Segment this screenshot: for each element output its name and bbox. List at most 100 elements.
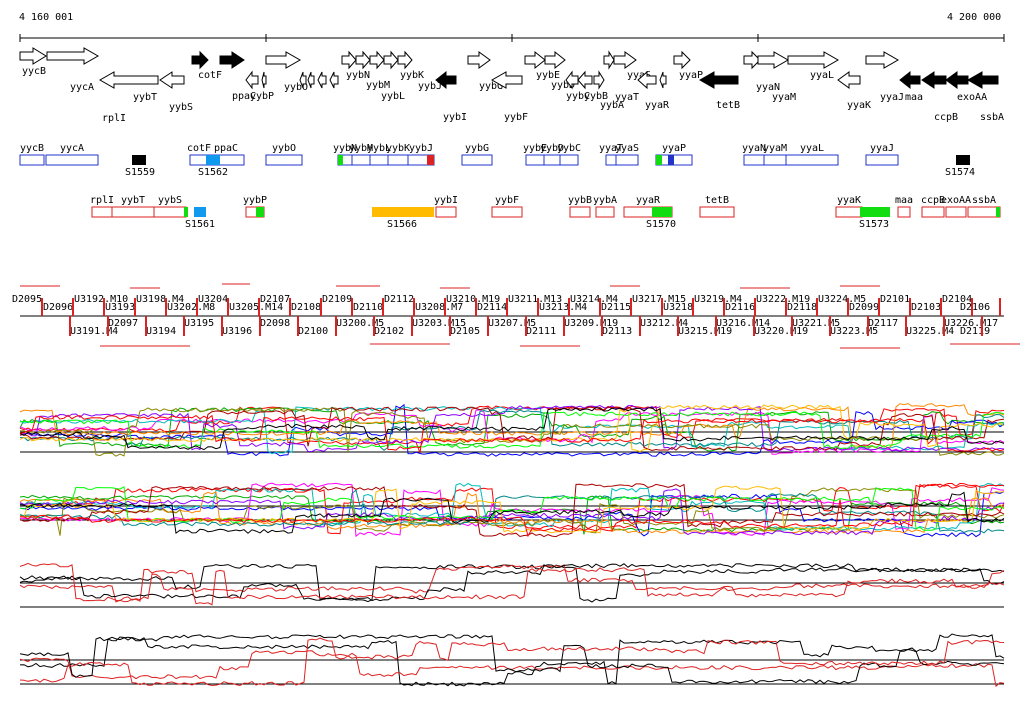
- gene-arrow-yyaK: [837, 71, 861, 89]
- transcript-rev-label-yybB: yybB: [568, 195, 592, 206]
- transcript-rev-yybB: [569, 206, 591, 218]
- gene-label-yybA: yybA: [600, 100, 624, 111]
- gene-label-yybD: yybD: [551, 80, 575, 91]
- gene-arrow-ssbA: [966, 71, 999, 89]
- transcript-rev-yybS: [153, 206, 187, 218]
- gene-arrow-yyaR: [637, 70, 657, 90]
- gene-label-yyaS: yyaS: [627, 70, 651, 81]
- transcript-boxes: yycB yycA cotF ppaC yybO yybNyybMyybLyybKyybJ…: [19, 143, 1001, 230]
- transcript-fwd-label-yycB: yycB: [20, 143, 44, 154]
- transcript-fwd-yyaT: [605, 154, 617, 166]
- segment-mark-S1559: [132, 155, 146, 165]
- transcript-fwd-label-yybC: yybC: [557, 143, 581, 154]
- feature-lower-D2117: D2117: [868, 318, 898, 329]
- gene-label-yybG: yybG: [479, 81, 503, 92]
- feature-upper-U3224.M5: U3224.M5: [818, 294, 866, 305]
- feature-upper-D2114: D2114: [477, 302, 507, 313]
- feature-upper-U3205.M14: U3205.M14: [229, 302, 283, 313]
- gene-arrow-yyaN: [743, 50, 761, 70]
- transcript-fwd-label-yybG: yybG: [465, 143, 489, 154]
- gene-label-ccpB: ccpB: [934, 112, 958, 123]
- gene-label-yybP: yybP: [250, 91, 274, 102]
- feature-upper-U3193: U3193: [105, 302, 135, 313]
- feature-upper-U3222.M19: U3222.M19: [756, 294, 810, 305]
- feature-lower-U3223.M5: U3223.M5: [830, 326, 878, 337]
- gene-arrow-small: [299, 71, 307, 89]
- gene-label-yyaL: yyaL: [810, 70, 834, 81]
- transcript-rev-rplI: [91, 206, 113, 218]
- feature-upper-D2109: D2109: [322, 294, 352, 305]
- gene-label-yyaK: yyaK: [847, 100, 871, 111]
- feature-lower-D2097: D2097: [108, 318, 138, 329]
- gene-label-yyaN: yyaN: [756, 82, 780, 93]
- gene-arrow-tetB: [698, 71, 739, 89]
- profile-trace: [19, 406, 1005, 452]
- gene-label-yycB: yycB: [22, 66, 46, 77]
- feature-track: D2095D2096U3192.M10U3193U3198.M4U3202.M8…: [12, 283, 1020, 349]
- profile-trace: [19, 562, 1005, 606]
- feature-upper-U3202.M8: U3202.M8: [167, 302, 215, 313]
- transcript-fwd-label-ppaC: ppaC: [214, 143, 238, 154]
- transcript-fwd-label-yybE: yybE: [523, 143, 547, 154]
- gene-arrow-yycA: [46, 47, 100, 65]
- feature-upper-D2104: D2104: [942, 294, 972, 305]
- gene-arrow-small: [329, 71, 339, 89]
- transcript-fwd-label-yyaT: yyaT: [599, 143, 623, 154]
- profile-trace: [19, 633, 1005, 687]
- gene-label-yybS: yybS: [169, 102, 193, 113]
- gene-arrow-yyaT: [603, 50, 615, 70]
- profile-trace: [19, 487, 1005, 536]
- transcript-fwd-label-yybL: yybL: [367, 143, 391, 154]
- profile-trace: [19, 634, 1005, 685]
- transcript-fwd-yyaL: [785, 154, 839, 166]
- transcript-fill: [194, 207, 206, 217]
- transcript-fill: [652, 207, 672, 217]
- feature-upper-U3192.M10: U3192.M10: [74, 294, 128, 305]
- gene-label-yybI: yybI: [443, 112, 467, 123]
- feature-upper-D2099: D2099: [849, 302, 879, 313]
- gene-label-yyaP: yyaP: [679, 70, 703, 81]
- profile-trace: [19, 482, 1005, 531]
- transcript-fwd-yycA: [45, 154, 99, 166]
- gene-label-yybJ: yybJ: [418, 81, 442, 92]
- transcript-fwd-label-yybK: yybK: [386, 143, 410, 154]
- feature-upper-D2101: D2101: [880, 294, 910, 305]
- gene-arrow-yybS: [159, 71, 185, 89]
- gene-arrow-yybB: [577, 70, 593, 90]
- feature-upper-D2118: D2118: [787, 302, 817, 313]
- gene-label-yyaT: yyaT: [615, 92, 639, 103]
- feature-upper-D2096: D2096: [43, 302, 73, 313]
- transcript-rev-label-yybF: yybF: [495, 195, 519, 206]
- transcript-fill: [668, 155, 674, 165]
- transcript-fwd-label-yybD: yybD: [540, 143, 564, 154]
- feature-lower-U3194: U3194: [146, 326, 176, 337]
- profile-trace: [19, 403, 1005, 449]
- feature-lower-U3191.M4: U3191.M4: [70, 326, 118, 337]
- transcript-rev-label-yybT: yybT: [121, 195, 145, 206]
- feature-upper-D2107: D2107: [260, 294, 290, 305]
- gene-arrow-yybJ: [397, 50, 413, 70]
- transcript-rev-tetB: [699, 206, 735, 218]
- feature-upper-D2106: D2106: [960, 302, 990, 313]
- transcript-fwd-yybG: [461, 154, 493, 166]
- feature-lower-U3215.M19: U3215.M19: [678, 326, 732, 337]
- gene-arrow-yyaP: [673, 50, 691, 70]
- transcript-fwd-yyaJ: [865, 154, 899, 166]
- feature-upper-D2116: D2116: [725, 302, 755, 313]
- transcript-fwd-yybC: [559, 154, 579, 166]
- transcript-fwd-label-cotF: cotF: [187, 143, 211, 154]
- profile-trace: [19, 404, 1005, 452]
- feature-lower-D2113: D2113: [602, 326, 632, 337]
- gene-arrow-yybL: [369, 50, 385, 70]
- gene-arrow-yybK: [383, 50, 399, 70]
- transcript-fwd-label-yybM: yybM: [349, 143, 373, 154]
- profile-trace: [19, 485, 1005, 531]
- gene-arrow-ccpB: [921, 71, 947, 89]
- gene-label-yybK: yybK: [400, 70, 424, 81]
- segment-label-S1573: S1573: [859, 219, 889, 230]
- feature-lower-U3203.M15: U3203.M15: [412, 318, 466, 329]
- gene-arrow-yybT: [98, 71, 159, 89]
- feature-upper-U3198.M4: U3198.M4: [136, 294, 184, 305]
- profile-trace: [19, 489, 1005, 534]
